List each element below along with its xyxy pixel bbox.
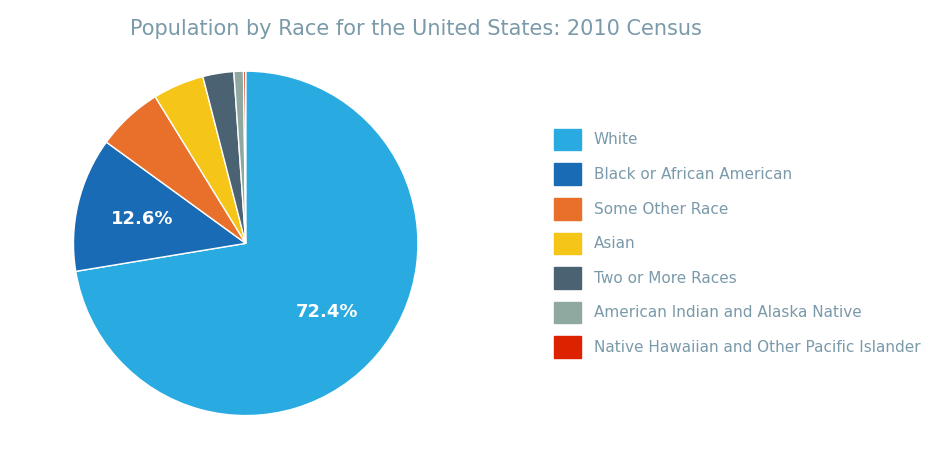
Wedge shape — [76, 71, 417, 416]
Text: Population by Race for the United States: 2010 Census: Population by Race for the United States… — [129, 19, 701, 39]
Text: 12.6%: 12.6% — [110, 210, 173, 228]
Wedge shape — [107, 97, 245, 243]
Wedge shape — [244, 71, 245, 243]
Wedge shape — [233, 71, 245, 243]
Wedge shape — [155, 77, 245, 243]
Text: 72.4%: 72.4% — [295, 303, 358, 322]
Legend: White, Black or African American, Some Other Race, Asian, Two or More Races, Ame: White, Black or African American, Some O… — [546, 121, 927, 366]
Wedge shape — [74, 142, 245, 271]
Wedge shape — [203, 72, 245, 243]
